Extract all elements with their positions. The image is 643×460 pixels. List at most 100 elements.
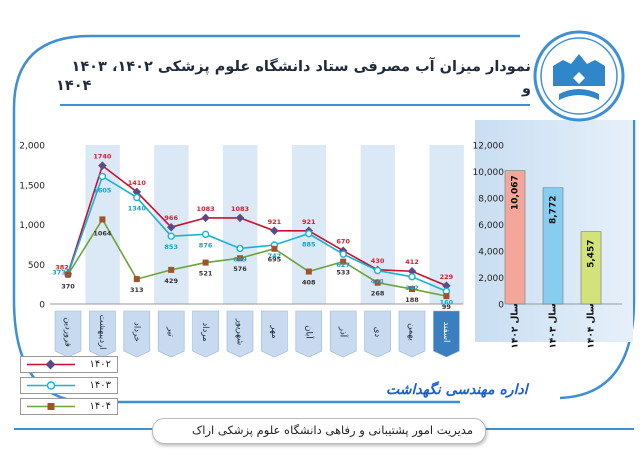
data-label-0: 412 bbox=[405, 258, 419, 266]
data-point-1403 bbox=[133, 193, 141, 202]
bar-category-label: سال ۱۴۰۳ bbox=[549, 303, 559, 348]
data-point-1402 bbox=[442, 281, 451, 291]
data-label-1: 742 bbox=[268, 252, 282, 260]
y-tick-label: 1,500 bbox=[19, 181, 45, 191]
bar-0 bbox=[504, 170, 526, 305]
data-point-1402 bbox=[166, 222, 176, 232]
bar-y-tick-label: 8,000 bbox=[478, 195, 504, 205]
data-label-0: 670 bbox=[336, 238, 350, 246]
data-label-1: 421 bbox=[371, 278, 385, 286]
data-label-2: 268 bbox=[371, 290, 385, 298]
data-label-1: 876 bbox=[199, 241, 213, 249]
data-point-1404 bbox=[237, 255, 243, 262]
x-tick-label: دی bbox=[372, 327, 382, 338]
x-tick-label: تیر bbox=[166, 326, 176, 337]
series-line-2 bbox=[67, 217, 447, 297]
legend-item-1403: ۱۴۰۳ bbox=[20, 377, 118, 394]
chart-title-line1: نمودار میزان آب مصرفی ستاد دانشگاه علوم … bbox=[71, 59, 531, 97]
data-label-0: 1740 bbox=[93, 153, 112, 161]
legend-item-1404: ۱۴۰۴ bbox=[20, 398, 118, 415]
legend-marker-1404 bbox=[27, 403, 75, 410]
data-point-1403 bbox=[98, 172, 107, 181]
data-point-1403 bbox=[305, 229, 313, 238]
x-tick-label: خرداد bbox=[131, 322, 141, 342]
legend-label-1404: ۱۴۰۴ bbox=[89, 401, 111, 412]
x-tick-label: فروردین bbox=[63, 317, 73, 347]
data-label-2: 695 bbox=[268, 256, 282, 264]
data-point-1402 bbox=[132, 187, 142, 197]
data-label-0: 921 bbox=[268, 218, 282, 226]
month-band bbox=[429, 145, 464, 304]
data-label-0: 966 bbox=[164, 214, 178, 222]
bar-y-tick-label: 12,000 bbox=[473, 142, 505, 152]
month-tab bbox=[295, 310, 323, 358]
series-line-0 bbox=[67, 164, 447, 287]
data-point-1403 bbox=[339, 250, 347, 258]
month-tab bbox=[123, 310, 151, 358]
chart-title: نمودار میزان آب مصرفی ستاد دانشگاه علوم … bbox=[61, 56, 531, 100]
university-logo bbox=[533, 30, 625, 122]
data-label-2: 533 bbox=[336, 269, 350, 277]
legend-marker-1402 bbox=[27, 359, 75, 370]
data-label-2: 188 bbox=[405, 296, 419, 304]
data-label-0: 229 bbox=[440, 273, 454, 281]
data-point-1404 bbox=[305, 268, 312, 275]
month-tab bbox=[157, 310, 185, 358]
month-tab bbox=[54, 310, 82, 358]
legend-label-1403: ۱۴۰۳ bbox=[89, 380, 111, 391]
data-point-1404 bbox=[443, 293, 450, 300]
data-label-1: 699 bbox=[233, 255, 247, 263]
month-band bbox=[291, 145, 327, 304]
data-label-1: 373 bbox=[52, 268, 66, 276]
bar-y-tick-label: 6,000 bbox=[478, 221, 504, 231]
frame-top-border bbox=[12, 34, 520, 109]
footer-text: مدیریت امور پشتیبانی و رفاهی دانشگاه علو… bbox=[192, 423, 473, 437]
data-label-2: 370 bbox=[61, 283, 75, 291]
data-label-2: 313 bbox=[130, 286, 144, 294]
y-tick-label: 0 bbox=[39, 301, 45, 311]
data-label-2: 99 bbox=[442, 303, 452, 311]
x-tick-label: آذر bbox=[338, 326, 350, 338]
series-line-1 bbox=[67, 175, 447, 293]
data-label-1: 1605 bbox=[93, 186, 112, 194]
data-label-0: 430 bbox=[371, 257, 385, 265]
bar-category-label: سال ۱۴۰۲ bbox=[511, 303, 521, 348]
data-point-1404 bbox=[133, 276, 140, 283]
month-tab bbox=[226, 310, 254, 358]
department-name: اداره مهندسی نگهداشت bbox=[386, 382, 528, 398]
bar-y-tick-label: 4,000 bbox=[478, 248, 504, 258]
data-point-1402 bbox=[98, 161, 107, 170]
data-point-1403 bbox=[236, 244, 244, 253]
chart-title-line2: ۱۴۰۴ bbox=[56, 78, 92, 94]
x-tick-label: اردیبهشت bbox=[97, 314, 107, 349]
data-point-1404 bbox=[65, 271, 71, 278]
x-tick-label: شهریور bbox=[235, 318, 245, 346]
data-point-1404 bbox=[374, 279, 381, 286]
bar-1 bbox=[542, 187, 564, 305]
x-tick-label: اسفند bbox=[441, 322, 451, 343]
data-point-1404 bbox=[168, 266, 175, 273]
data-label-1: 627 bbox=[336, 261, 350, 269]
data-point-1404 bbox=[409, 286, 415, 293]
data-point-1404 bbox=[340, 258, 347, 265]
data-point-1402 bbox=[270, 226, 279, 236]
data-label-1: 342 bbox=[405, 284, 419, 292]
bar-2 bbox=[580, 231, 602, 305]
data-point-1404 bbox=[271, 245, 278, 252]
data-point-1404 bbox=[99, 216, 106, 223]
data-label-0: 1083 bbox=[197, 205, 215, 213]
data-label-1: 160 bbox=[440, 298, 454, 306]
month-tab bbox=[329, 310, 357, 358]
data-point-1403 bbox=[408, 273, 416, 281]
data-point-1403 bbox=[167, 232, 175, 240]
month-band bbox=[360, 145, 395, 304]
bar-value-label: 5,457 bbox=[587, 239, 597, 267]
data-label-0: 382 bbox=[55, 264, 69, 272]
x-tick-label: مرداد bbox=[200, 322, 210, 341]
y-tick-label: 500 bbox=[28, 261, 45, 271]
bar-y-tick-label: 2,000 bbox=[478, 274, 504, 284]
data-point-1403 bbox=[373, 266, 382, 275]
bar-category-label: سال ۱۴۰۴ bbox=[587, 303, 597, 348]
